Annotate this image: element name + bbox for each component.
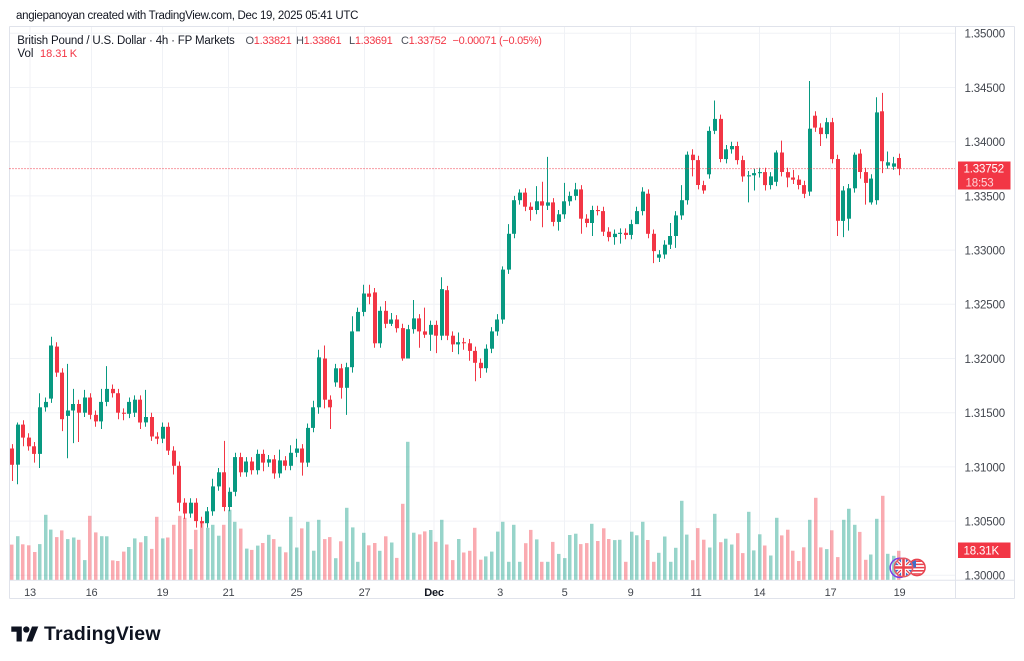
svg-text:1.33752: 1.33752 (964, 164, 1005, 176)
svg-text:1.33000: 1.33000 (965, 246, 1006, 258)
svg-text:19: 19 (894, 587, 906, 599)
svg-text:27: 27 (359, 587, 371, 599)
svg-text:1.31500: 1.31500 (965, 408, 1006, 420)
svg-text:5: 5 (562, 587, 568, 599)
svg-text:16: 16 (86, 587, 98, 599)
svg-text:25: 25 (291, 587, 303, 599)
svg-text:Vol: Vol (18, 48, 34, 60)
svg-text:21: 21 (223, 587, 235, 599)
svg-text:angiepanoyan created with Trad: angiepanoyan created with TradingView.co… (16, 10, 358, 22)
svg-text:11: 11 (691, 587, 702, 599)
svg-text:TradingView: TradingView (44, 623, 161, 645)
svg-text:1.34000: 1.34000 (965, 137, 1006, 149)
svg-text:13: 13 (24, 587, 36, 599)
svg-text:18:53: 18:53 (966, 178, 994, 190)
svg-text:1.32500: 1.32500 (965, 300, 1006, 312)
svg-text:1.35000: 1.35000 (965, 29, 1006, 41)
svg-text:Dec: Dec (424, 587, 444, 599)
svg-text:19: 19 (157, 587, 169, 599)
svg-text:18.31K: 18.31K (964, 546, 1000, 558)
svg-text:1.33500: 1.33500 (965, 191, 1006, 203)
svg-text:3: 3 (497, 587, 503, 599)
svg-text:18.31 K: 18.31 K (40, 48, 78, 60)
svg-text:1.30500: 1.30500 (965, 517, 1006, 529)
svg-text:1.30000: 1.30000 (965, 571, 1006, 583)
svg-text:1.34500: 1.34500 (965, 83, 1006, 95)
svg-text:14: 14 (754, 587, 766, 599)
svg-text:1.31000: 1.31000 (965, 462, 1006, 474)
svg-text:17: 17 (825, 587, 837, 599)
svg-text:1.32000: 1.32000 (965, 354, 1006, 366)
svg-text:British Pound / U.S. Dollar ·: British Pound / U.S. Dollar · 4h · FP Ma… (17, 35, 235, 47)
svg-text:9: 9 (628, 587, 634, 599)
